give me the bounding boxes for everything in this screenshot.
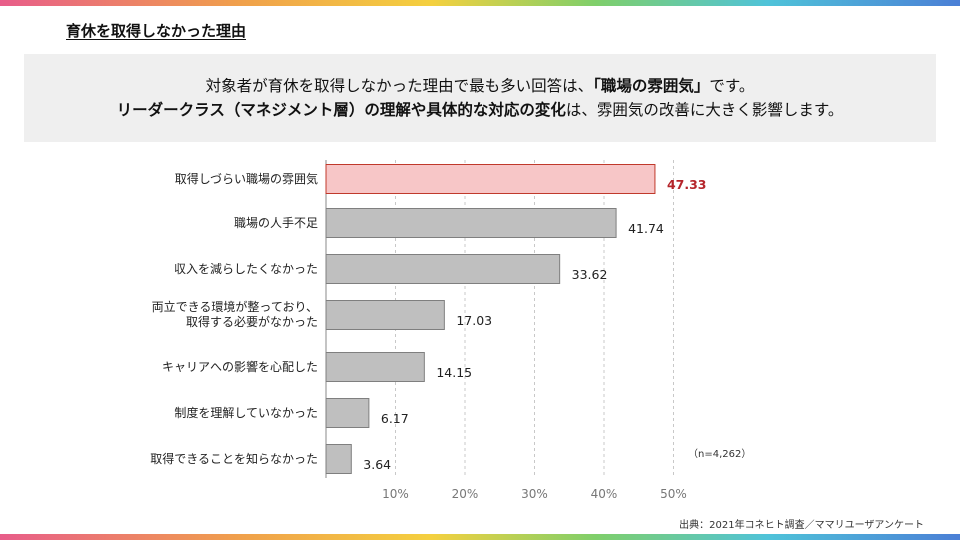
- summary-line-1: 対象者が育休を取得しなかった理由で最も多い回答は、「職場の雰囲気」です。: [24, 74, 936, 96]
- sample-size-note: （n=4,262）: [688, 449, 752, 460]
- x-tick-label: 20%: [451, 487, 479, 501]
- data-label: 14.15: [436, 365, 473, 380]
- summary-box: 対象者が育休を取得しなかった理由で最も多い回答は、「職場の雰囲気」です。 リーダ…: [24, 54, 936, 142]
- bar-1: [325, 164, 656, 194]
- bottom-color-stripe: [0, 534, 960, 540]
- top-color-stripe: [0, 0, 960, 6]
- category-label: 両立できる環境が整っており、 取得する必要がなかった: [151, 300, 318, 329]
- x-tick-label: 30%: [521, 487, 548, 501]
- summary-line-2-emphasis: リーダークラス（マネジメント層）の理解や具体的な対応の変化: [116, 101, 566, 119]
- x-tick-label: 10%: [382, 487, 409, 501]
- summary-line-2: リーダークラス（マネジメント層）の理解や具体的な対応の変化は、雰囲気の改善に大き…: [24, 98, 936, 120]
- bar-4: [325, 300, 445, 330]
- summary-line-1-emphasis: 「職場の雰囲気」: [593, 77, 710, 95]
- bar-5: [325, 352, 425, 382]
- category-label: キャリアへの影響を心配した: [161, 359, 318, 374]
- bar-6: [325, 398, 370, 428]
- data-label: 17.03: [456, 313, 493, 328]
- bar-7: [325, 444, 352, 474]
- bar-3: [325, 254, 561, 284]
- data-label: 47.33: [666, 177, 707, 192]
- data-label: 6.17: [380, 411, 409, 426]
- summary-line-2-text: は、雰囲気の改善に大きく影響します。: [565, 101, 844, 119]
- category-label: 職場の人手不足: [233, 215, 318, 230]
- data-label: 41.74: [628, 221, 664, 236]
- data-label: 33.62: [571, 267, 608, 282]
- page-title: 育休を取得しなかった理由: [66, 22, 247, 40]
- bar-2: [325, 208, 617, 238]
- category-label: 収入を減らしたくなかった: [173, 261, 318, 276]
- category-label: 取得しづらい職場の雰囲気: [174, 171, 318, 186]
- summary-line-1-end: です。: [709, 77, 755, 95]
- summary-line-1-text: 対象者が育休を取得しなかった理由で最も多い回答は、: [205, 77, 594, 95]
- source-note: 出典：2021年コネヒト調査／ママリユーザアンケート: [679, 520, 924, 531]
- category-label: 制度を理解していなかった: [174, 405, 318, 420]
- data-label: 3.64: [363, 457, 392, 472]
- x-tick-label: 40%: [590, 487, 618, 501]
- x-tick-label: 50%: [660, 487, 687, 501]
- category-label: 取得できることを知らなかった: [150, 451, 318, 466]
